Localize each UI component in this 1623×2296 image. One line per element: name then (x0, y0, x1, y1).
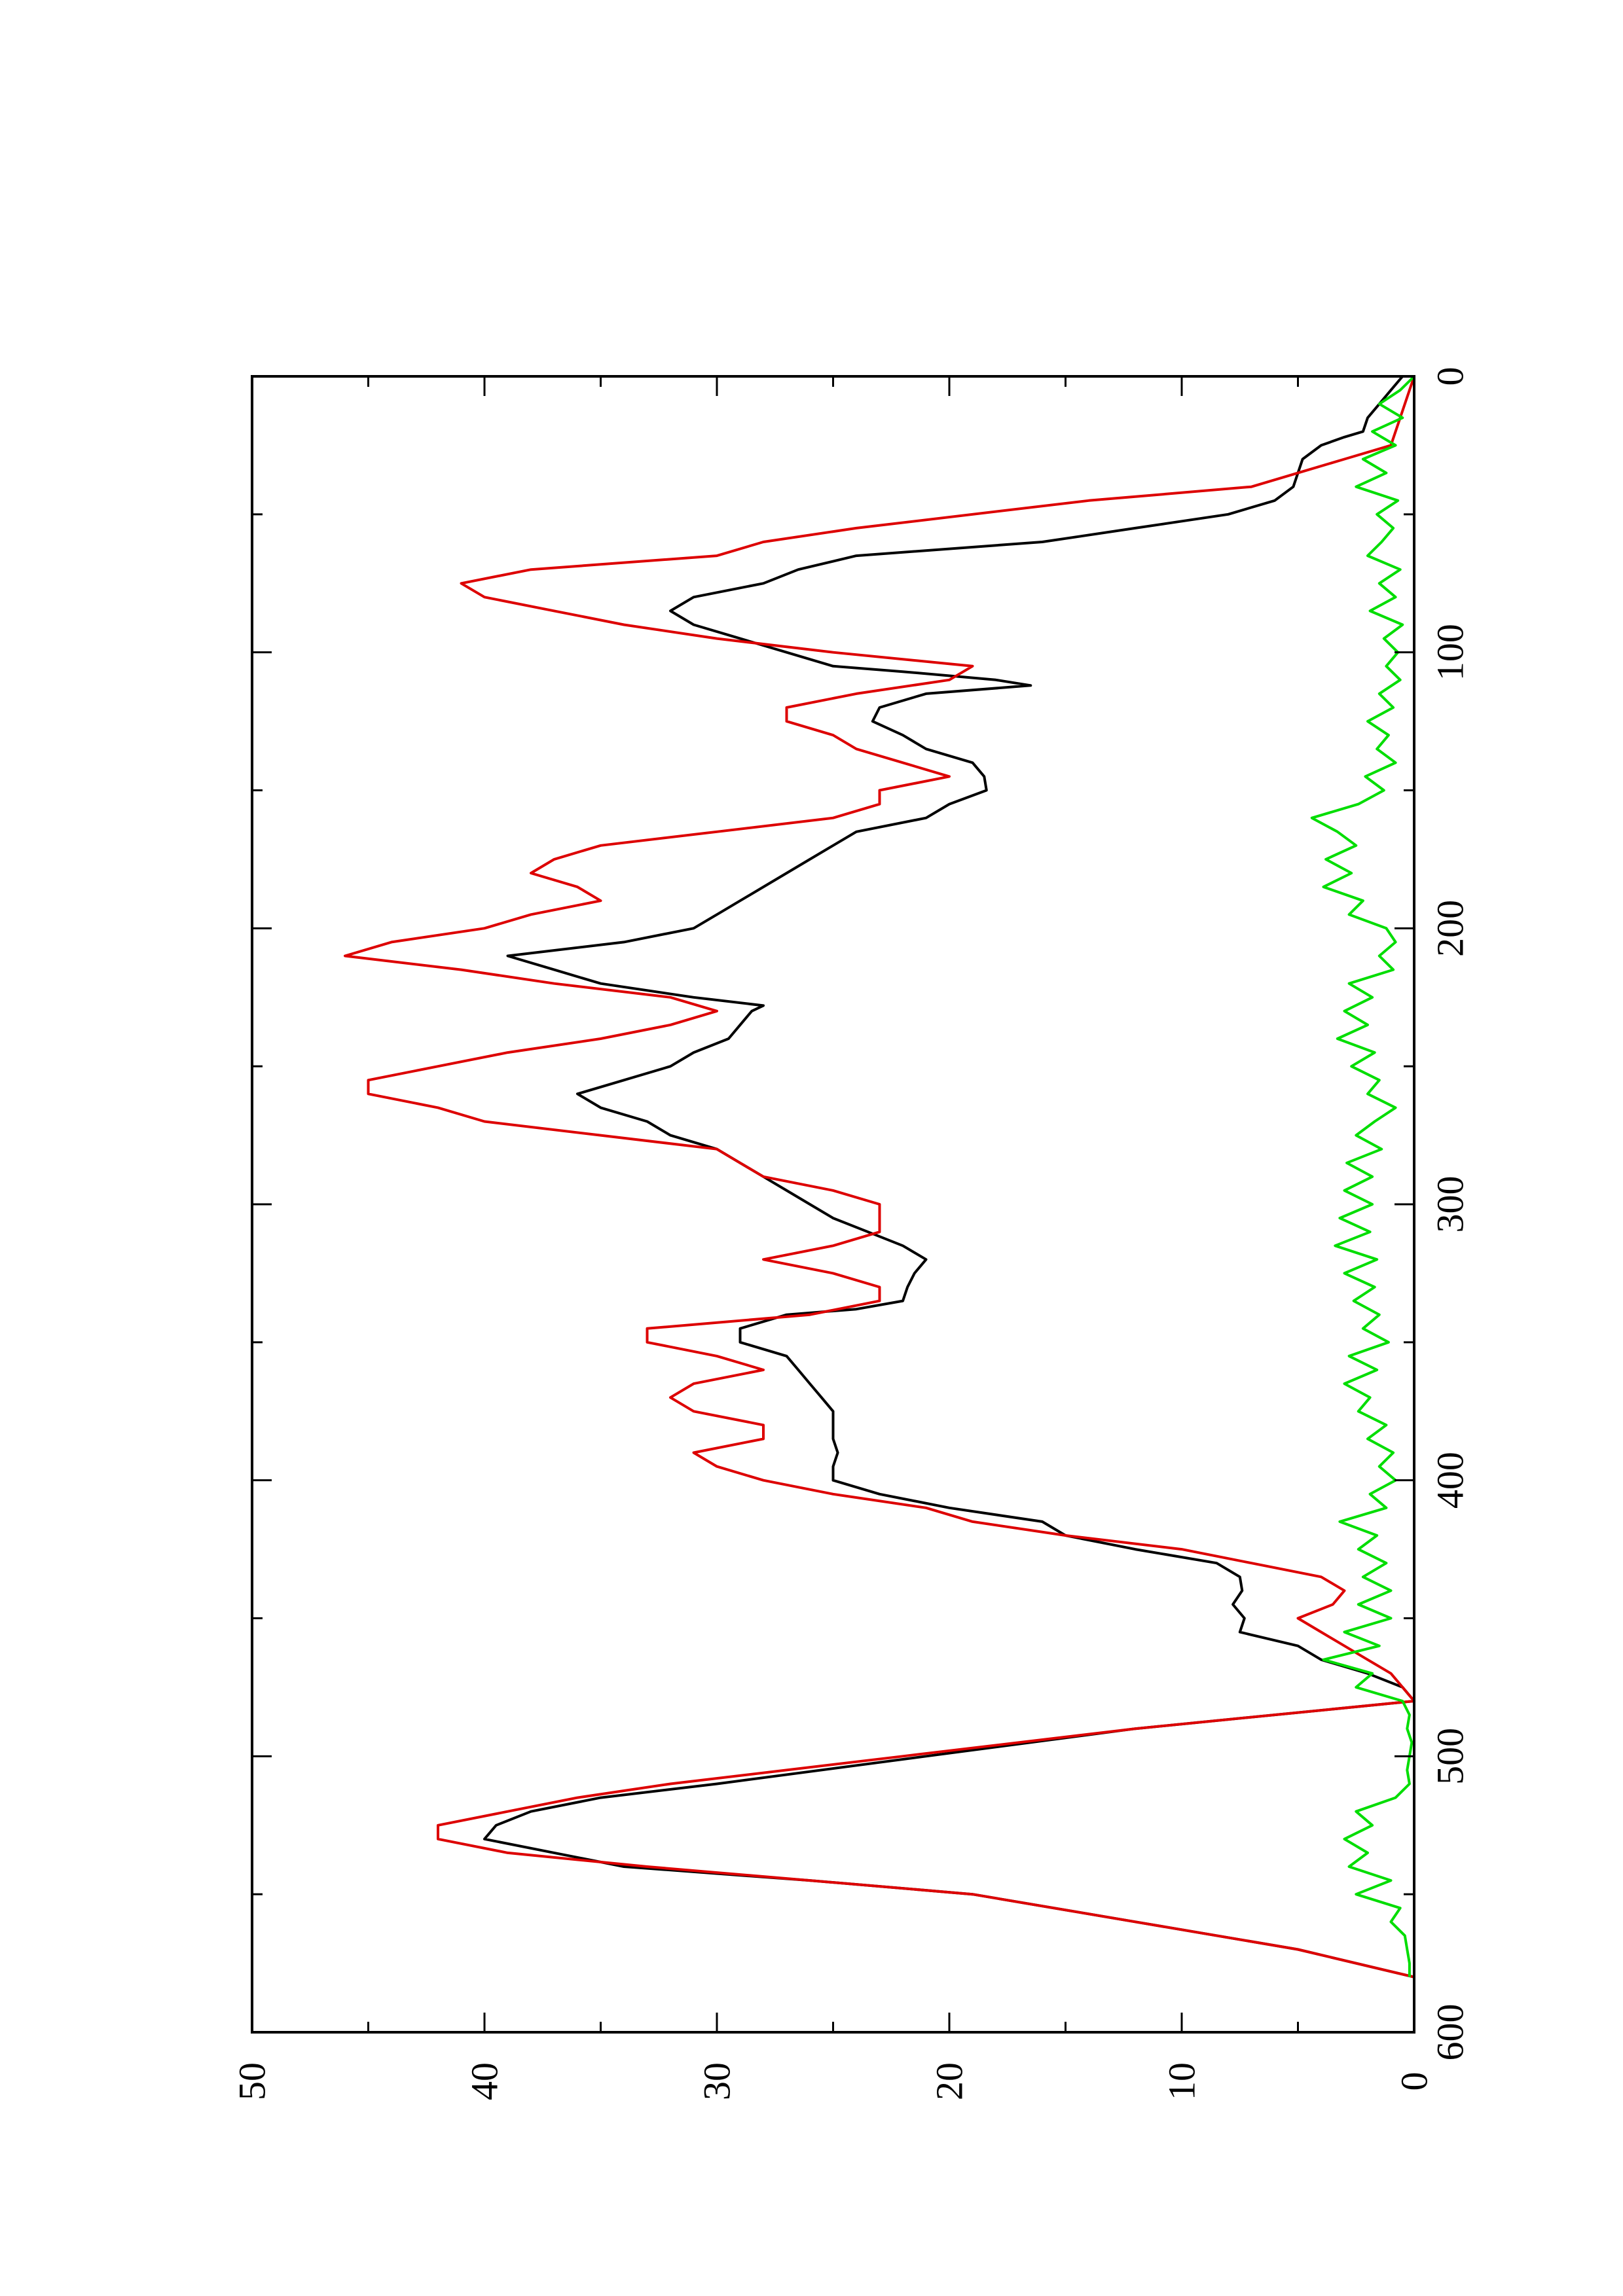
y-tick-label: 10 (1161, 2062, 1203, 2100)
x-tick-label: 400 (1429, 1452, 1472, 1509)
x-tick-label: 100 (1429, 624, 1472, 681)
y-tick-labels: 0 10 20 30 40 50 (231, 2062, 1436, 2100)
series-layer (344, 375, 1415, 1979)
y-tick-label: 30 (696, 2062, 739, 2100)
series-line-2 (344, 376, 1415, 1979)
y-tick-label: 0 (1393, 2072, 1436, 2091)
y-tick-label: 50 (231, 2062, 274, 2100)
x-tick-label: 0 (1429, 367, 1472, 386)
plot-frame (251, 375, 1415, 2034)
x-tick-label: 200 (1429, 900, 1472, 957)
x-tick-label: 500 (1429, 1728, 1472, 1785)
x-tick-labels: 0 100 200 300 400 500 600 (1429, 367, 1472, 2061)
tick-marks (251, 375, 1415, 2034)
y-tick-label: 40 (464, 2062, 506, 2100)
series-line-1 (483, 375, 1415, 1979)
series-line-3 (1310, 375, 1415, 1977)
x-tick-label: 300 (1429, 1176, 1472, 1233)
x-tick-label: 600 (1429, 2004, 1472, 2061)
y-tick-label: 20 (928, 2062, 971, 2100)
